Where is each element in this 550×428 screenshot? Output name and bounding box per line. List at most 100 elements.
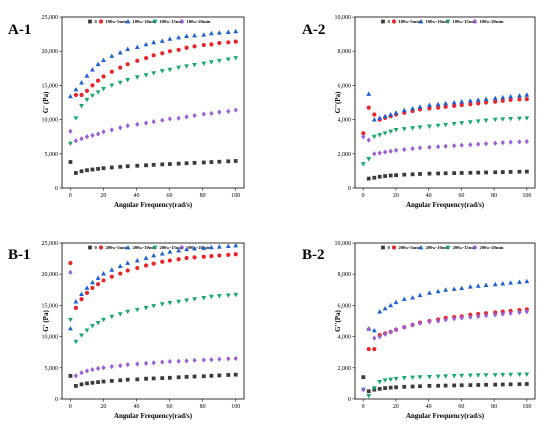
- data-point: [383, 331, 388, 337]
- legend: 0 200w-5min 200w-10min 200w-15min 200w-20min: [381, 244, 504, 251]
- data-point: [84, 88, 90, 93]
- data-point: [483, 282, 489, 288]
- data-point: [79, 291, 84, 297]
- data-point: [508, 310, 513, 316]
- plot-frame: [354, 242, 536, 400]
- legend-label: 200w-5min: [106, 245, 128, 250]
- data-point: [216, 294, 222, 299]
- data-point: [410, 384, 415, 389]
- data-point: [90, 132, 95, 138]
- data-point: [167, 162, 172, 166]
- legend-label: 100w-20min: [480, 19, 504, 24]
- data-point: [410, 375, 416, 380]
- data-point: [443, 122, 449, 128]
- data-point: [74, 384, 78, 388]
- legend-marker: [391, 19, 397, 24]
- data-point: [468, 383, 473, 388]
- data-point: [101, 379, 106, 384]
- x-tick-label: 60: [458, 193, 464, 199]
- data-point: [508, 170, 513, 174]
- x-tick-label: 40: [426, 404, 432, 410]
- data-point: [225, 29, 231, 34]
- data-point: [101, 278, 106, 283]
- series-100w-10min: [366, 91, 530, 122]
- data-point: [84, 290, 90, 296]
- data-point: [366, 105, 371, 110]
- data-point: [117, 50, 123, 55]
- data-point: [467, 98, 473, 103]
- x-tick-label: 60: [167, 404, 173, 410]
- data-point: [393, 326, 399, 333]
- data-point: [208, 60, 214, 65]
- data-point: [475, 97, 481, 102]
- data-point: [135, 377, 140, 382]
- data-point: [467, 373, 473, 378]
- data-point: [192, 62, 197, 68]
- data-point: [90, 367, 95, 373]
- data-point: [184, 298, 190, 303]
- data-point: [109, 363, 114, 370]
- legend-marker: [125, 244, 131, 250]
- data-point: [73, 339, 79, 345]
- y-tick-label: 0: [348, 397, 351, 403]
- data-point: [208, 30, 214, 36]
- data-point: [427, 384, 432, 388]
- data-point: [143, 263, 149, 268]
- data-point: [160, 359, 165, 365]
- data-point: [377, 174, 382, 179]
- data-point: [184, 161, 189, 166]
- data-point: [451, 374, 457, 379]
- data-point: [95, 365, 101, 372]
- data-point: [201, 296, 207, 301]
- data-point: [192, 44, 197, 49]
- data-point: [372, 151, 377, 157]
- data-point: [427, 290, 432, 295]
- data-point: [125, 268, 130, 273]
- data-point: [233, 28, 239, 34]
- y-tick-label: 6,000: [338, 303, 352, 309]
- y-axis-title: G' (Pa): [42, 310, 50, 332]
- data-point: [366, 91, 372, 96]
- data-point: [143, 41, 149, 47]
- series-100w-5min: [361, 96, 529, 136]
- data-point: [388, 377, 394, 383]
- data-point: [427, 102, 432, 107]
- data-point: [151, 304, 157, 309]
- data-point: [401, 127, 407, 132]
- data-point: [436, 105, 441, 110]
- data-point: [452, 383, 457, 388]
- data-point: [184, 246, 190, 252]
- data-point: [118, 271, 123, 276]
- legend-marker: [98, 245, 104, 250]
- data-point: [382, 113, 388, 119]
- panel-label: A-2: [302, 22, 325, 38]
- data-point: [492, 117, 498, 123]
- x-axis-title: Angular Frequency(rad/s): [114, 201, 193, 209]
- data-point: [459, 285, 465, 291]
- legend-item: 100w-5min: [98, 19, 128, 24]
- legend-label: 100w-15min: [160, 19, 184, 24]
- legend-item: 100w-15min: [445, 19, 477, 25]
- data-point: [492, 281, 498, 287]
- data-point: [377, 386, 382, 391]
- data-point: [393, 110, 399, 115]
- y-tick-label: 25,000: [42, 15, 59, 21]
- legend-marker: [445, 19, 451, 25]
- data-point: [176, 47, 181, 52]
- data-point: [151, 39, 157, 45]
- data-point: [383, 386, 387, 390]
- y-tick-label: 15,000: [42, 303, 59, 309]
- data-point: [517, 139, 522, 145]
- data-point: [517, 382, 522, 387]
- x-tick-label: 0: [69, 193, 72, 199]
- data-point: [436, 144, 441, 150]
- data-point: [508, 372, 514, 378]
- x-tick-label: 20: [393, 193, 399, 199]
- data-point: [524, 382, 529, 386]
- legend-marker: [472, 244, 478, 251]
- data-point: [467, 284, 473, 289]
- data-point: [226, 108, 231, 115]
- legend-label: 200w-10min: [133, 245, 157, 250]
- data-point: [508, 97, 513, 103]
